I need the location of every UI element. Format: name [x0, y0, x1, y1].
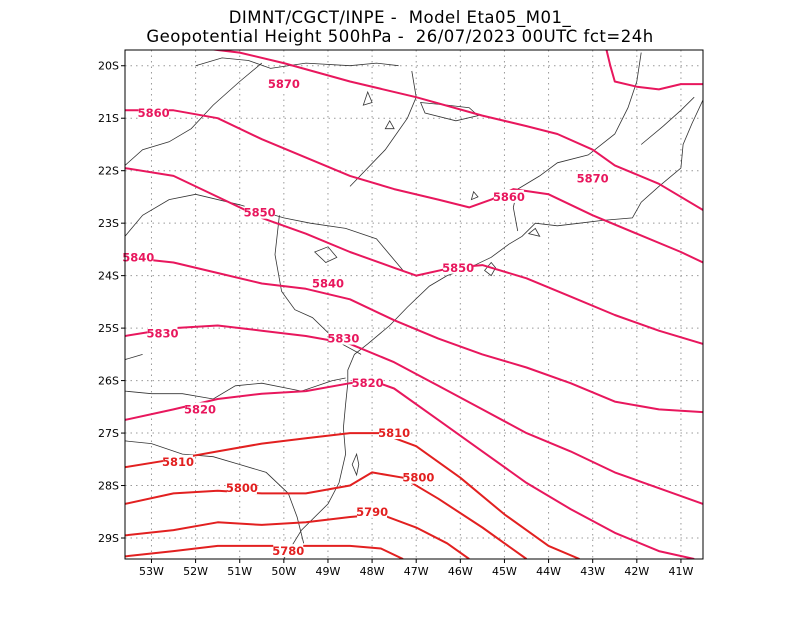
x-tick-label: 45W: [492, 565, 517, 578]
lake: [470, 190, 479, 201]
contour-label-bg: [138, 105, 169, 119]
x-tick-label: 49W: [316, 565, 341, 578]
state-border: [125, 62, 263, 166]
contour-label-5800: 5800: [402, 471, 434, 485]
state-border: [125, 440, 305, 544]
state-border: [125, 354, 143, 360]
contour-5810: [125, 432, 580, 559]
x-tick-label: 44W: [536, 565, 561, 578]
contour-label-5820: 5820: [184, 402, 216, 416]
contour-label-5860: 5860: [493, 190, 525, 204]
title-line-1: DIMNT/CGCT/INPE - Model Eta05_M01_: [228, 8, 572, 27]
coastline: [283, 99, 703, 559]
contour-5800: [125, 471, 528, 559]
x-tick-label: 41W: [669, 565, 694, 578]
title-line-2: Geopotential Height 500hPa - 26/07/2023 …: [146, 27, 654, 46]
contour-label-5870: 5870: [577, 172, 609, 186]
contour-label-bg: [185, 402, 216, 416]
contour-label-5820: 5820: [352, 376, 384, 390]
contour-5820: [125, 379, 695, 559]
state-border: [195, 57, 399, 69]
contour-label-5850: 5850: [244, 206, 276, 220]
contour-label-bg: [577, 171, 608, 185]
contour-label-5840: 5840: [312, 277, 344, 291]
lake: [384, 119, 395, 130]
contour-label-bg: [273, 544, 304, 558]
x-tick-label: 43W: [580, 565, 605, 578]
contour-label-5830: 5830: [327, 332, 359, 346]
contour-label-bg: [379, 426, 410, 440]
contour-label-bg: [328, 331, 359, 345]
y-tick-label: 27S: [98, 427, 119, 440]
contour-label-bg: [403, 470, 434, 484]
contour-label-bg: [147, 326, 178, 340]
y-tick-label: 23S: [98, 217, 119, 230]
y-tick-label: 24S: [98, 270, 119, 283]
axis-labels: 53W 52W 51W 50W 49W 48W 47W 46W 45W 44W 43W 42W 41W 2…: [98, 60, 693, 578]
x-tick-label: 42W: [624, 565, 649, 578]
contour-label-bg: [226, 481, 257, 495]
contour-label-5840: 5840: [122, 250, 154, 264]
contour-label-bg: [123, 250, 154, 264]
x-tick-label: 46W: [448, 565, 473, 578]
state-border: [125, 377, 346, 400]
island: [351, 452, 360, 477]
y-tick-label: 29S: [98, 532, 119, 545]
lake: [362, 90, 373, 106]
contour-5780: [125, 544, 404, 559]
contour-label-5870: 5870: [268, 77, 300, 91]
contour-5870: [605, 50, 703, 91]
contour-label-5810: 5810: [162, 455, 194, 469]
plot-frame: [124, 49, 704, 560]
contour-label-5800: 5800: [226, 481, 258, 495]
lake: [313, 246, 338, 263]
contour-label-bg: [352, 376, 383, 390]
y-tick-label: 28S: [98, 480, 119, 493]
contour-label-bg: [493, 189, 524, 203]
state-border: [640, 96, 695, 145]
contour-5860: [125, 109, 703, 264]
contour-label-5810: 5810: [378, 426, 410, 440]
contour-labels-layer: 5870 5870 5860 5860 5850 5850 5840 5840 5830 5830…: [122, 77, 609, 558]
state-border: [349, 70, 417, 187]
y-tick-label: 26S: [98, 375, 119, 388]
x-tick-label: 48W: [360, 565, 385, 578]
x-tick-label: 53W: [139, 565, 164, 578]
contour-label-5780: 5780: [272, 544, 304, 558]
contour-label-bg: [162, 454, 193, 468]
x-tick-label: 51W: [227, 565, 252, 578]
contour-label-bg: [443, 260, 474, 274]
contour-label-5790: 5790: [356, 505, 388, 519]
contour-5830: [125, 324, 703, 505]
y-tick-label: 25S: [98, 322, 119, 335]
island: [527, 227, 541, 237]
y-tick-label: 20S: [98, 60, 119, 73]
contour-5790: [125, 513, 470, 559]
contour-layer: [125, 50, 703, 559]
x-tick-label: 52W: [183, 565, 208, 578]
contour-label-bg: [268, 77, 299, 91]
y-tick-label: 21S: [98, 112, 119, 125]
contour-label-bg: [244, 205, 275, 219]
contour-5840: [125, 256, 703, 414]
x-tick-label: 47W: [404, 565, 429, 578]
contour-label-5830: 5830: [146, 326, 178, 340]
contour-label-5850: 5850: [442, 261, 474, 275]
island: [484, 261, 497, 277]
x-tick-label: 50W: [271, 565, 296, 578]
contour-label-bg: [357, 504, 388, 518]
contour-label-bg: [312, 276, 343, 290]
contour-5870: [209, 50, 703, 211]
y-tick-label: 22S: [98, 165, 119, 178]
contour-5850: [125, 167, 703, 345]
contour-label-5860: 5860: [138, 106, 170, 120]
